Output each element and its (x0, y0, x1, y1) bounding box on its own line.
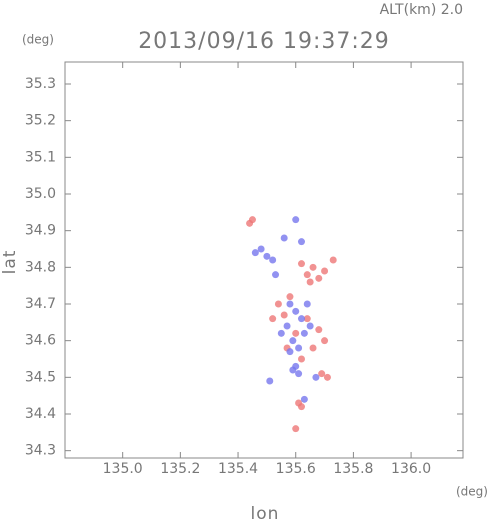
radar-point (274, 300, 282, 308)
radar-point (297, 315, 305, 323)
radar-point (295, 370, 303, 378)
radar-point (297, 355, 305, 363)
x-tick-label: 135.2 (160, 461, 200, 477)
radar-point (289, 337, 297, 345)
radar-point (292, 425, 300, 433)
radar-point (318, 370, 326, 378)
radar-point (269, 315, 277, 323)
radar-point (297, 403, 305, 411)
radar-point (266, 377, 274, 385)
radar-point (257, 245, 265, 253)
radar-point (321, 337, 329, 345)
y-axis-label: lat (0, 250, 20, 275)
y-tick-label: 35.0 (25, 186, 56, 202)
radar-point (315, 326, 323, 334)
x-tick-label: 135.4 (218, 461, 258, 477)
radar-point (303, 300, 311, 308)
y-tick-label: 34.8 (25, 259, 56, 275)
radar-point (283, 322, 291, 330)
radar-point (306, 278, 314, 286)
radar-point (297, 260, 305, 268)
radar-point (280, 234, 288, 242)
radar-point (315, 274, 323, 282)
radar-point (309, 344, 317, 352)
y-tick-label: 34.4 (25, 406, 56, 422)
x-tick-label: 135.8 (333, 461, 373, 477)
chart-title: 2013/09/16 19:37:29 (138, 29, 390, 54)
altitude-annotation: ALT(km) 2.0 (380, 2, 463, 18)
y-unit: (deg) (22, 33, 54, 47)
x-tick-label: 135.6 (276, 461, 316, 477)
radar-point (272, 271, 280, 279)
y-tick-label: 34.6 (25, 333, 56, 349)
radar-point (312, 373, 320, 381)
radar-point (286, 293, 294, 301)
x-axis-label: lon (251, 504, 280, 521)
radar-point (263, 252, 271, 260)
x-unit: (deg) (456, 485, 488, 499)
radar-point (248, 216, 256, 224)
radar-point (286, 348, 294, 356)
radar-point (300, 329, 308, 337)
radar-point (289, 366, 297, 374)
radar-point (329, 256, 337, 264)
radar-point (269, 256, 277, 264)
radar-point (323, 373, 331, 381)
radar-point (303, 315, 311, 323)
radar-point (306, 322, 314, 330)
radar-point (295, 344, 303, 352)
plot-frame (64, 61, 464, 459)
radar-point (277, 329, 285, 337)
y-tick-label: 34.9 (25, 223, 56, 239)
y-tick-label: 34.7 (25, 296, 56, 312)
radar-point (251, 249, 259, 257)
x-tick-label: 136.0 (391, 461, 431, 477)
radar-point (286, 300, 294, 308)
radar-point (292, 216, 300, 224)
radar-point (292, 307, 300, 315)
radar-point (321, 267, 329, 275)
radar-point (309, 263, 317, 271)
radar-point (300, 395, 308, 403)
x-tick-label: 135.0 (103, 461, 143, 477)
y-tick-label: 34.3 (25, 443, 56, 459)
radar-point (303, 271, 311, 279)
radar-point (280, 311, 288, 319)
y-tick-label: 34.5 (25, 369, 56, 385)
radar-point (297, 238, 305, 246)
y-tick-label: 35.2 (25, 113, 56, 129)
y-tick-label: 35.1 (25, 149, 56, 165)
radar-point (292, 329, 300, 337)
y-tick-label: 35.3 (25, 76, 56, 92)
